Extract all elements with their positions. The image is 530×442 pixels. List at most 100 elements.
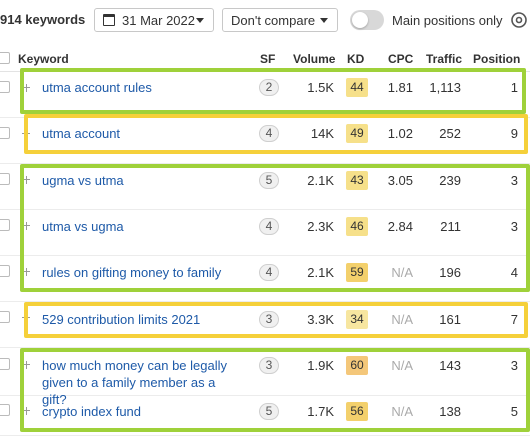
volume-value: 3.3K [307, 312, 334, 327]
keyword-link[interactable]: 529 contribution limits 2021 [42, 312, 201, 327]
keyword-link[interactable]: utma vs ugma [42, 219, 124, 234]
table-row: how much money can be legally given to a… [0, 348, 530, 407]
date-label: 31 Mar 2022 [122, 12, 195, 28]
sf-badge[interactable]: 3 [259, 357, 279, 374]
cpc-value: 3.05 [387, 173, 413, 188]
traffic-value: 143 [439, 358, 461, 373]
cpc-value: N/A [391, 404, 413, 419]
row-checkbox[interactable] [0, 81, 10, 93]
row-checkbox[interactable] [0, 265, 10, 277]
compare-label: Don't compare [231, 12, 316, 28]
traffic-value: 196 [439, 265, 461, 280]
cpc-value: N/A [391, 265, 413, 280]
volume-value: 1.5K [307, 80, 334, 95]
cpc-value: 1.81 [387, 80, 413, 95]
row-checkbox[interactable] [0, 173, 10, 185]
column-traffic[interactable]: Traffic [426, 52, 463, 66]
volume-value: 2.1K [307, 265, 334, 280]
table-row: crypto index fund 5 1.7K 56 N/A 138 5 [0, 396, 530, 436]
cpc-value: N/A [391, 358, 413, 373]
column-position[interactable]: Position [473, 52, 521, 66]
table-row: utma vs ugma 4 2.3K 46 2.84 211 3 [0, 210, 530, 256]
expand-icon[interactable] [22, 407, 30, 415]
sf-badge[interactable]: 2 [259, 79, 279, 96]
kd-badge: 46 [346, 217, 368, 236]
expand-icon[interactable] [22, 130, 30, 138]
volume-value: 2.3K [307, 219, 334, 234]
kd-badge: 43 [346, 171, 368, 190]
column-cpc[interactable]: CPC [388, 52, 414, 66]
keyword-link[interactable]: utma account [42, 126, 121, 141]
date-picker-button[interactable]: 31 Mar 2022 [94, 8, 214, 32]
kd-badge: 60 [346, 356, 368, 375]
position-value: 4 [510, 265, 518, 280]
keyword-link[interactable]: rules on gifting money to family [42, 265, 222, 280]
sf-badge[interactable]: 3 [259, 311, 279, 328]
expand-icon[interactable] [22, 176, 30, 184]
volume-value: 2.1K [307, 173, 334, 188]
chevron-down-icon [196, 18, 204, 23]
traffic-value: 161 [439, 312, 461, 327]
sf-badge[interactable]: 4 [259, 218, 279, 235]
expand-icon[interactable] [22, 268, 30, 276]
traffic-value: 239 [439, 173, 461, 188]
volume-value: 1.7K [307, 404, 334, 419]
row-checkbox[interactable] [0, 404, 10, 416]
volume-value: 14K [310, 126, 334, 141]
row-checkbox[interactable] [0, 219, 10, 231]
row-checkbox[interactable] [0, 127, 10, 139]
traffic-value: 211 [440, 219, 461, 234]
table-row: utma account rules 2 1.5K 44 1.81 1,113 … [0, 72, 530, 118]
row-checkbox[interactable] [0, 311, 10, 323]
keyword-link[interactable]: how much money can be legally given to a… [42, 358, 227, 407]
column-kd[interactable]: KD [347, 52, 365, 66]
sf-badge[interactable]: 5 [259, 172, 279, 189]
keyword-link[interactable]: crypto index fund [42, 404, 142, 419]
select-all-checkbox[interactable] [0, 52, 10, 64]
sf-badge[interactable]: 5 [259, 403, 279, 420]
cpc-value: 2.84 [387, 219, 413, 234]
main-positions-toggle[interactable] [350, 10, 384, 30]
toolbar: 914 keywords 31 Mar 2022 Don't compare M… [0, 0, 530, 42]
position-value: 3 [510, 358, 518, 373]
kd-badge: 34 [346, 310, 368, 329]
table-row: utma account 4 14K 49 1.02 252 9 [0, 118, 530, 164]
calendar-icon [103, 14, 115, 26]
position-value: 7 [510, 312, 518, 327]
position-value: 9 [510, 126, 518, 141]
sf-badge[interactable]: 4 [259, 264, 279, 281]
sf-badge[interactable]: 4 [259, 125, 279, 142]
expand-icon[interactable] [22, 84, 30, 92]
cpc-value: 1.02 [387, 126, 413, 141]
keyword-link[interactable]: utma account rules [42, 80, 152, 95]
keywords-count: 914 keywords [0, 12, 86, 27]
kd-badge: 49 [346, 124, 368, 143]
traffic-value: 138 [439, 404, 461, 419]
expand-icon[interactable] [22, 222, 30, 230]
compare-dropdown[interactable]: Don't compare [222, 8, 338, 32]
traffic-value: 1,113 [429, 80, 461, 95]
table-row: ugma vs utma 5 2.1K 43 3.05 239 3 [0, 164, 530, 210]
cpc-value: N/A [391, 312, 413, 327]
expand-icon[interactable] [22, 361, 30, 369]
column-keyword[interactable]: Keyword [18, 52, 69, 66]
kd-badge: 59 [346, 263, 368, 282]
toggle-label: Main positions only [392, 13, 503, 28]
kd-badge: 44 [346, 78, 368, 97]
table-row: 529 contribution limits 2021 3 3.3K 34 N… [0, 302, 530, 348]
position-value: 3 [510, 219, 518, 234]
table-row: rules on gifting money to family 4 2.1K … [0, 256, 530, 302]
toggle-knob [352, 12, 368, 28]
position-value: 3 [510, 173, 518, 188]
chevron-down-icon [320, 18, 328, 23]
keyword-link[interactable]: ugma vs utma [42, 173, 124, 188]
settings-icon[interactable] [508, 9, 530, 31]
position-value: 5 [510, 404, 518, 419]
expand-icon[interactable] [22, 314, 30, 322]
table-header: Keyword SF Volume KD CPC Traffic Positio… [0, 44, 530, 72]
column-volume[interactable]: Volume [293, 52, 336, 66]
column-sf[interactable]: SF [260, 52, 276, 66]
row-checkbox[interactable] [0, 358, 10, 370]
volume-value: 1.9K [307, 358, 334, 373]
kd-badge: 56 [346, 402, 368, 421]
